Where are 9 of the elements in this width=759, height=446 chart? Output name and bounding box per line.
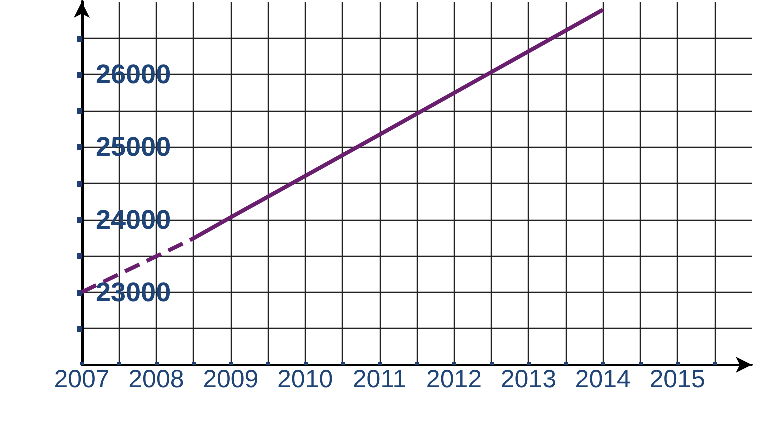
x-tick-label: 2013 — [500, 366, 556, 394]
x-tick-label: 2008 — [128, 366, 184, 394]
x-tick-label: 2010 — [278, 366, 334, 394]
x-tick-label: 2009 — [203, 366, 259, 394]
x-tick-label: 2014 — [575, 366, 632, 394]
x-tick-label: 2007 — [54, 366, 110, 394]
x-tick-label: 2015 — [650, 366, 706, 394]
x-tick-label: 2012 — [426, 366, 482, 394]
x-tick-label: 2011 — [352, 366, 407, 394]
